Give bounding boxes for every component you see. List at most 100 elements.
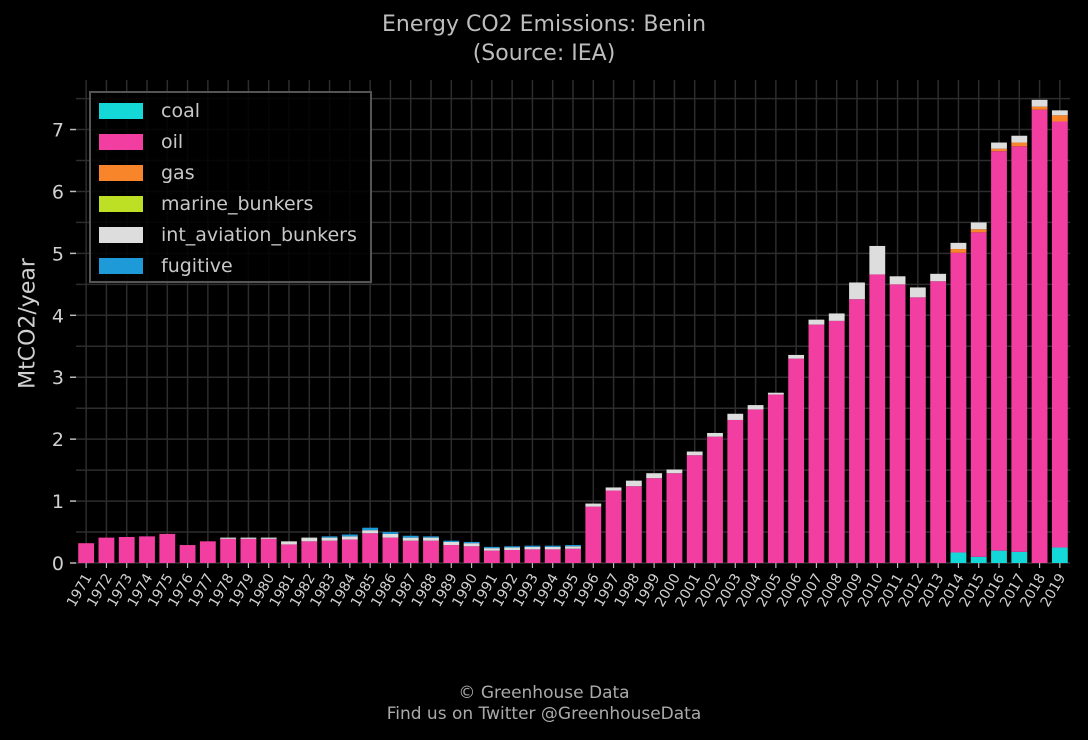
bar-segment-int-aviation-bunkers-2018 xyxy=(1031,99,1048,107)
bar-segment-oil-1997 xyxy=(605,490,622,563)
bar-segment-oil-1990 xyxy=(463,546,480,563)
bar-segment-int-aviation-bunkers-1999 xyxy=(646,473,663,479)
bar-segment-oil-1982 xyxy=(301,541,318,563)
bar-segment-oil-2012 xyxy=(909,297,926,563)
bar-segment-int-aviation-bunkers-2011 xyxy=(889,276,906,285)
bar-segment-int-aviation-bunkers-2003 xyxy=(727,413,744,420)
bar-segment-int-aviation-bunkers-2017 xyxy=(1011,135,1028,143)
bar-segment-oil-1992 xyxy=(504,549,521,563)
bar-segment-oil-2018 xyxy=(1031,109,1048,563)
bar-segment-oil-2015 xyxy=(970,232,987,557)
bar-segment-oil-2006 xyxy=(788,358,805,563)
legend-swatch-fugitive xyxy=(99,258,143,274)
bar-segment-oil-2001 xyxy=(686,455,703,563)
bar-segment-oil-1974 xyxy=(139,536,155,563)
bar-segment-gas-2016 xyxy=(991,148,1007,152)
legend-label-coal: coal xyxy=(161,100,200,122)
bar-segment-int-aviation-bunkers-2013 xyxy=(930,273,947,282)
bar-segment-fugitive-1995 xyxy=(565,545,581,547)
legend-swatch-gas xyxy=(99,165,143,181)
bar-segment-int-aviation-bunkers-1984 xyxy=(341,536,358,540)
bar-segment-int-aviation-bunkers-2015 xyxy=(970,222,987,230)
legend: coal oil gas marine_bunkers int_aviation… xyxy=(89,91,372,283)
bar-segment-int-aviation-bunkers-2010 xyxy=(869,245,886,275)
footer-credit: © Greenhouse Data xyxy=(458,683,630,703)
bar-segment-oil-2009 xyxy=(849,299,865,563)
bar-segment-oil-1987 xyxy=(402,540,419,563)
y-tick-label: 1 xyxy=(52,491,64,513)
bar-segment-int-aviation-bunkers-2019 xyxy=(1051,110,1068,116)
legend-item-coal: coal xyxy=(99,100,200,122)
axes: 0123456719711972197319741975197619771978… xyxy=(52,120,1069,610)
bar-segment-coal-2014 xyxy=(950,552,967,563)
bar-segment-coal-2019 xyxy=(1051,547,1068,563)
bar-segment-gas-2017 xyxy=(1011,142,1028,147)
bar-segment-gas-2019 xyxy=(1051,115,1068,122)
bar-segment-fugitive-1986 xyxy=(382,532,399,534)
bar-segment-oil-2007 xyxy=(808,324,825,563)
bar-segment-oil-1984 xyxy=(341,539,358,563)
bar-segment-int-aviation-bunkers-2008 xyxy=(828,313,845,321)
y-tick-label: 3 xyxy=(52,367,64,389)
legend-label-oil: oil xyxy=(161,131,184,153)
bar-segment-gas-2015 xyxy=(970,229,987,233)
bar-segment-oil-1991 xyxy=(483,550,500,563)
bar-segment-coal-2017 xyxy=(1011,551,1028,563)
bar-segment-int-aviation-bunkers-2002 xyxy=(707,432,723,437)
bar-segment-int-aviation-bunkers-1991 xyxy=(483,548,500,551)
bar-segment-oil-2004 xyxy=(747,409,764,563)
bar-segment-fugitive-1991 xyxy=(483,546,500,549)
legend-swatch-int-aviation-bunkers xyxy=(99,227,143,243)
footer-twitter: Find us on Twitter @GreenhouseData xyxy=(386,704,702,724)
legend-label-int-aviation-bunkers: int_aviation_bunkers xyxy=(161,224,357,246)
bar-segment-int-aviation-bunkers-2004 xyxy=(747,405,764,410)
y-axis-label: MtCO2/year xyxy=(15,258,41,389)
bar-segment-fugitive-1990 xyxy=(463,541,480,544)
bar-segment-oil-1978 xyxy=(220,538,237,563)
bar-segment-int-aviation-bunkers-2012 xyxy=(909,287,926,298)
bar-segment-int-aviation-bunkers-2001 xyxy=(686,451,703,456)
bar-segment-fugitive-1988 xyxy=(423,536,439,538)
bar-segment-int-aviation-bunkers-1987 xyxy=(402,537,419,541)
bar-segment-fugitive-1985 xyxy=(362,527,379,531)
bar-segment-oil-2003 xyxy=(727,419,744,563)
bar-segment-int-aviation-bunkers-2007 xyxy=(808,319,825,325)
y-tick-label: 5 xyxy=(52,243,64,265)
bar-segment-oil-1981 xyxy=(281,544,297,563)
bar-segment-int-aviation-bunkers-1988 xyxy=(423,537,439,541)
bar-segment-int-aviation-bunkers-1978 xyxy=(220,537,237,539)
legend-label-fugitive: fugitive xyxy=(161,255,233,277)
bar-segment-oil-2013 xyxy=(930,281,947,563)
bar-segment-gas-2018 xyxy=(1031,106,1048,110)
bar-segment-int-aviation-bunkers-2009 xyxy=(849,282,865,300)
bar-segment-oil-1988 xyxy=(423,540,439,563)
bar-segment-oil-2017 xyxy=(1011,146,1028,552)
bar-segment-oil-1993 xyxy=(524,549,541,563)
bar-segment-fugitive-1983 xyxy=(321,536,338,538)
bar-segment-fugitive-1994 xyxy=(544,545,561,547)
bar-segment-int-aviation-bunkers-1996 xyxy=(585,503,602,507)
bar-segment-oil-1985 xyxy=(362,533,379,563)
bar-segment-int-aviation-bunkers-1983 xyxy=(321,537,338,541)
bar-segment-oil-1977 xyxy=(199,541,216,563)
bar-segment-oil-1972 xyxy=(98,537,115,563)
legend-item-fugitive: fugitive xyxy=(99,255,233,277)
bar-segment-oil-1976 xyxy=(179,545,196,563)
legend-item-int-aviation-bunkers: int_aviation_bunkers xyxy=(99,224,357,246)
bar-segment-int-aviation-bunkers-1998 xyxy=(625,480,642,487)
bar-segment-oil-1998 xyxy=(625,486,642,563)
bar-segment-oil-2014 xyxy=(950,252,967,553)
chart-subtitle: (Source: IEA) xyxy=(472,41,616,66)
bar-segment-int-aviation-bunkers-1989 xyxy=(443,541,460,546)
bar-segment-int-aviation-bunkers-2000 xyxy=(666,469,683,474)
bar-segment-int-aviation-bunkers-1995 xyxy=(565,546,581,549)
bar-segment-int-aviation-bunkers-1980 xyxy=(260,537,277,539)
bar-segment-oil-2011 xyxy=(889,284,906,563)
legend-label-marine-bunkers: marine_bunkers xyxy=(161,193,314,215)
bar-segment-coal-2016 xyxy=(991,550,1007,563)
y-tick-label: 6 xyxy=(52,181,64,203)
legend-label-gas: gas xyxy=(161,162,195,184)
bar-segment-oil-1975 xyxy=(159,533,176,563)
bar-segment-oil-2010 xyxy=(869,274,886,563)
